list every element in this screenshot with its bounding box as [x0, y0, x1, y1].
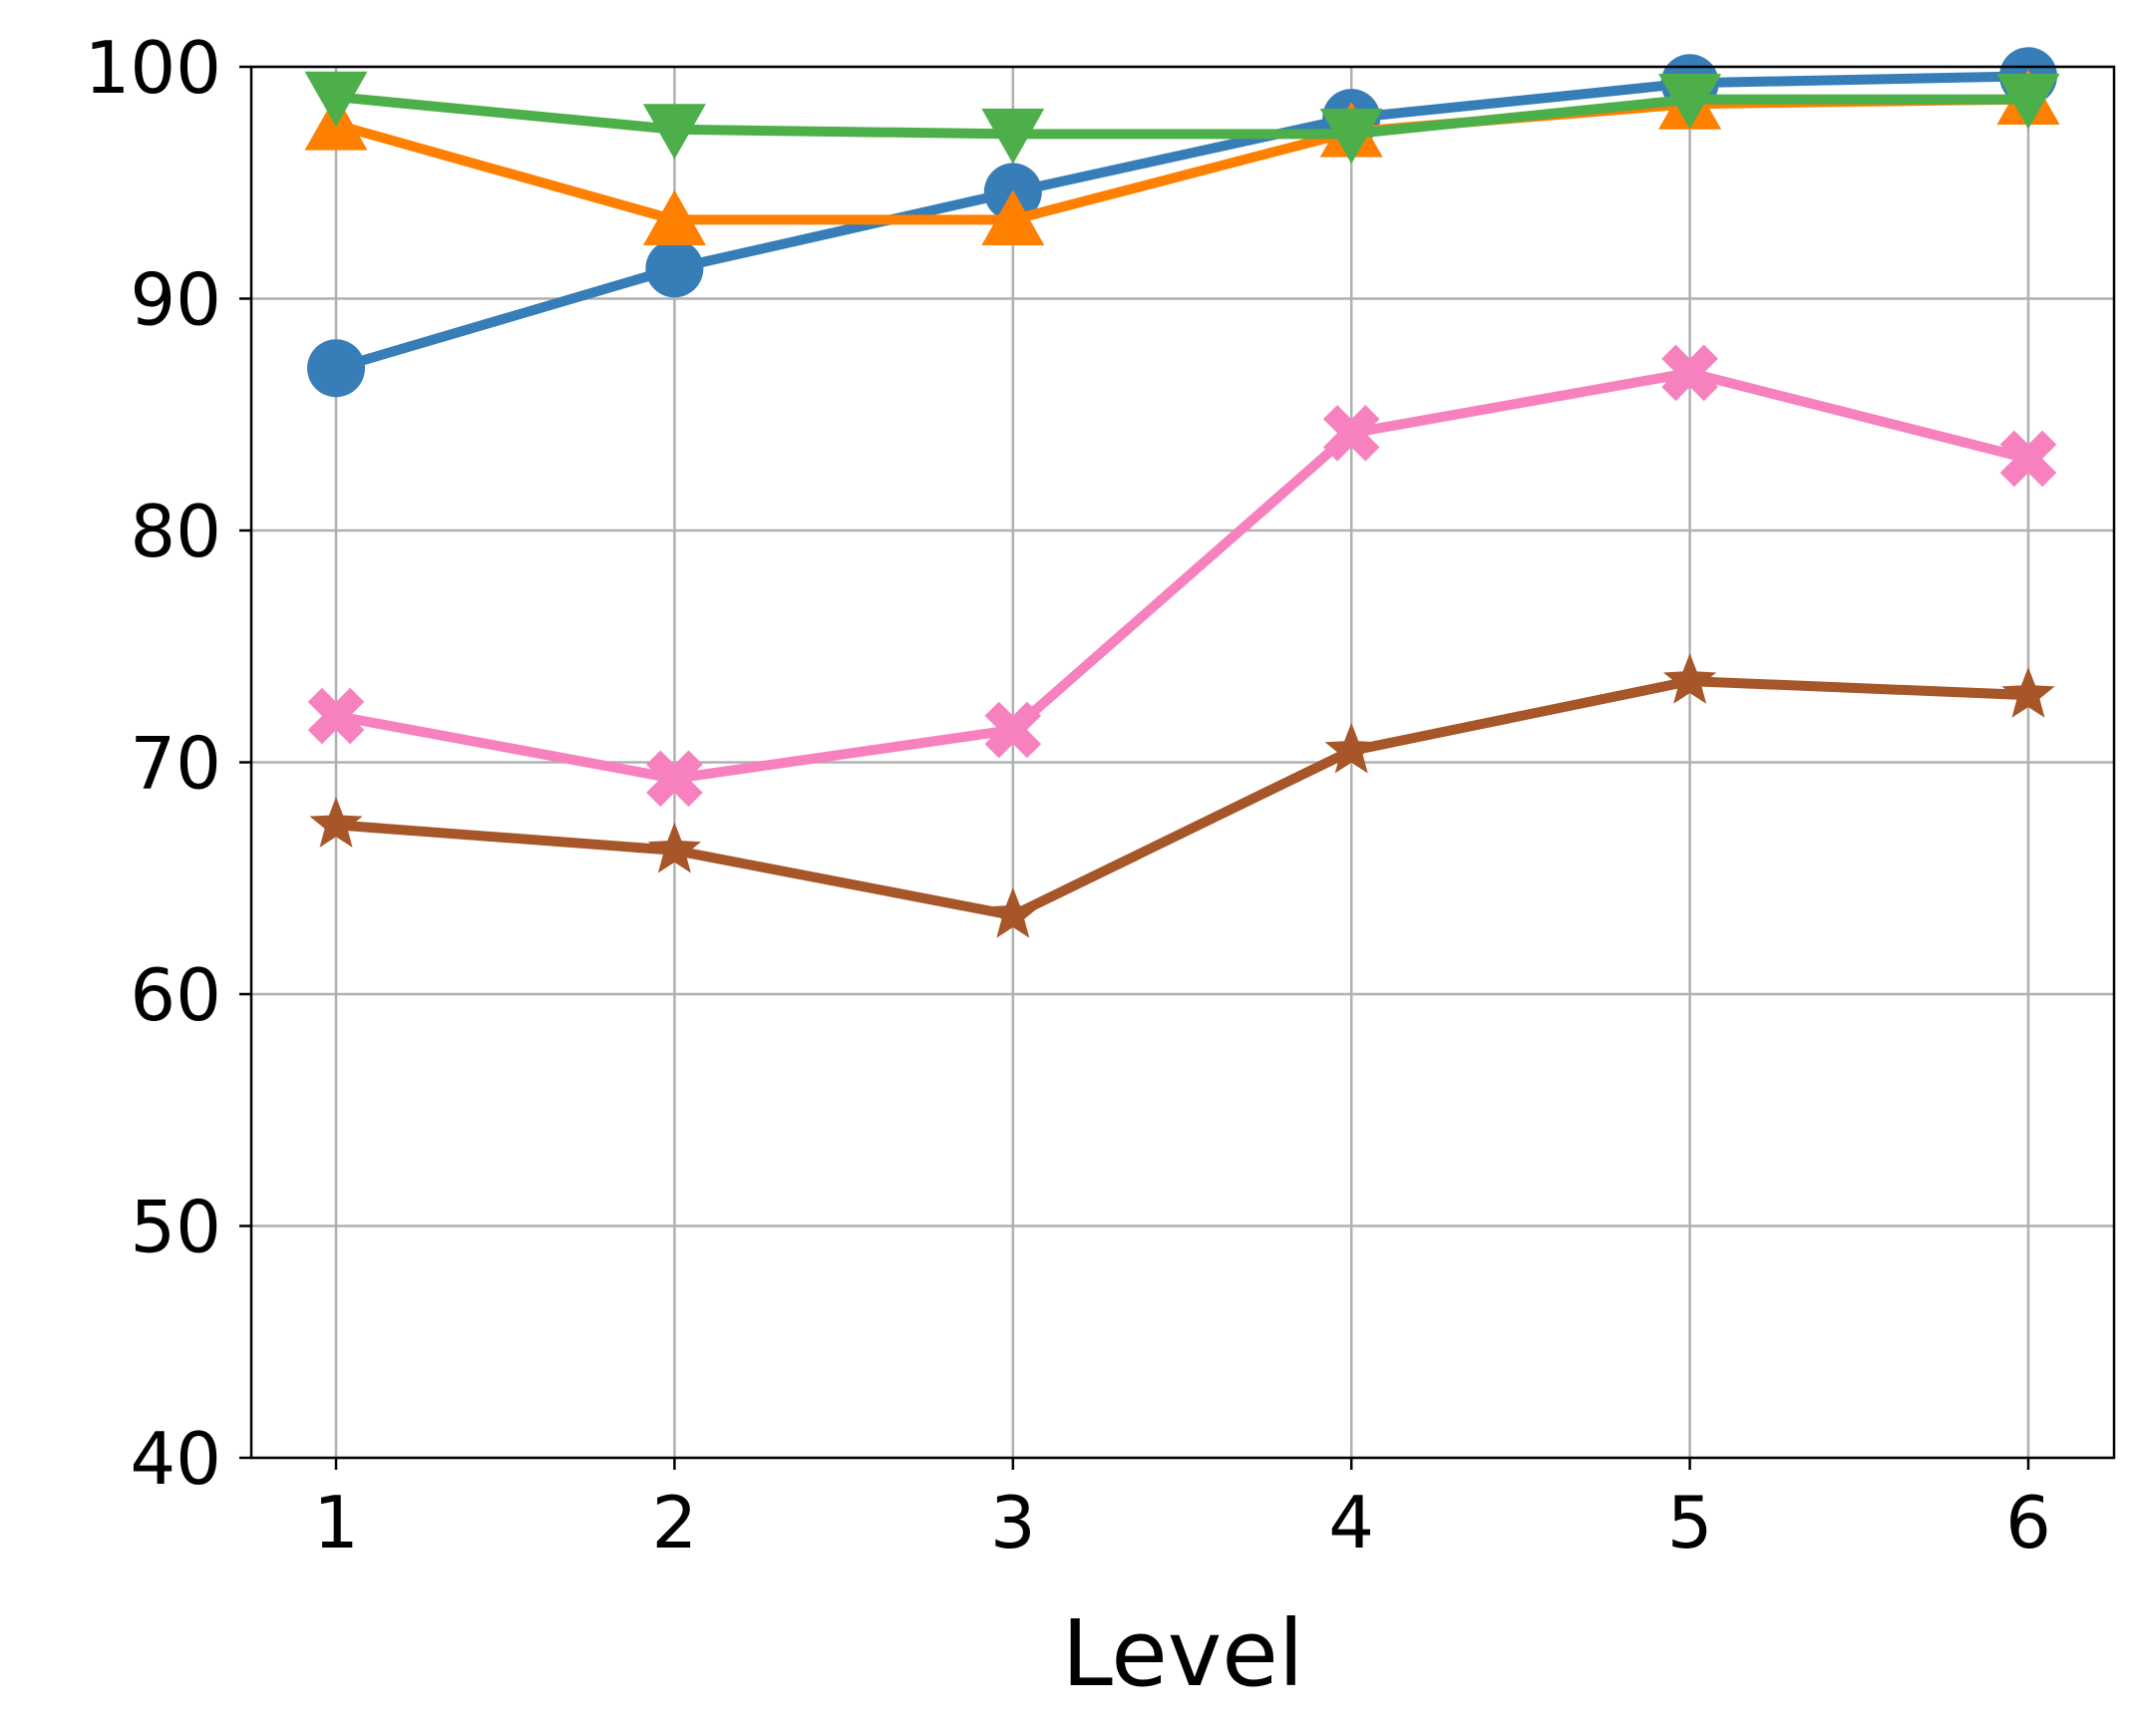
series-4-line: [331, 367, 2033, 784]
tick-layer: 1 2 3 4 5 6 40 50 60 70 80 90 100: [85, 26, 2051, 1564]
series-3-marker: [304, 71, 368, 128]
x-tick-label: 4: [1328, 1481, 1374, 1564]
y-tick-label: 80: [130, 490, 221, 573]
y-tick-label: 100: [85, 26, 221, 110]
x-axis-title: Level: [1062, 1600, 1304, 1707]
gridlines: [251, 65, 2114, 1460]
y-tick-label: 50: [130, 1186, 221, 1269]
series-4-marker: [1322, 405, 1380, 462]
series-3: [304, 71, 2060, 165]
series-4-marker: [307, 687, 365, 745]
series-1-line: [331, 71, 2033, 374]
series-4-marker: [1999, 430, 2057, 488]
series-5-marker: [2001, 667, 2055, 718]
x-tick-label: 1: [313, 1481, 359, 1564]
series-1-marker: [307, 339, 365, 398]
series-5-marker: [986, 887, 1040, 938]
series-3-marker: [1319, 108, 1383, 165]
series-5: [309, 653, 2055, 938]
y-tick-label: 90: [130, 258, 221, 342]
series-1-marker: [645, 239, 704, 298]
series-3-line: [331, 92, 2033, 140]
x-tick-label: 5: [1667, 1481, 1713, 1564]
series-4: [307, 344, 2057, 808]
series-4-marker: [984, 701, 1042, 759]
y-tick-label: 60: [130, 953, 221, 1037]
series-5-marker: [1324, 722, 1378, 774]
y-tick-label: 70: [130, 722, 221, 806]
x-tick-label: 3: [990, 1481, 1036, 1564]
series-3-marker: [981, 108, 1045, 165]
series-3-marker: [642, 104, 706, 160]
series-2-marker: [981, 189, 1045, 245]
series-3-marker: [1658, 74, 1722, 130]
series-3-marker: [1996, 74, 2060, 130]
series-5-line: [331, 676, 2033, 920]
series-2-marker: [642, 189, 706, 245]
x-tick-label: 2: [651, 1481, 697, 1564]
y-tick-label: 40: [130, 1417, 221, 1501]
x-tick-label: 6: [2005, 1481, 2051, 1564]
series-4-marker: [1661, 344, 1718, 402]
series-layer: [304, 47, 2060, 938]
series-4-marker: [646, 750, 703, 808]
series-5-marker: [647, 822, 701, 873]
series-5-marker: [1663, 653, 1717, 704]
series-5-marker: [309, 797, 363, 848]
